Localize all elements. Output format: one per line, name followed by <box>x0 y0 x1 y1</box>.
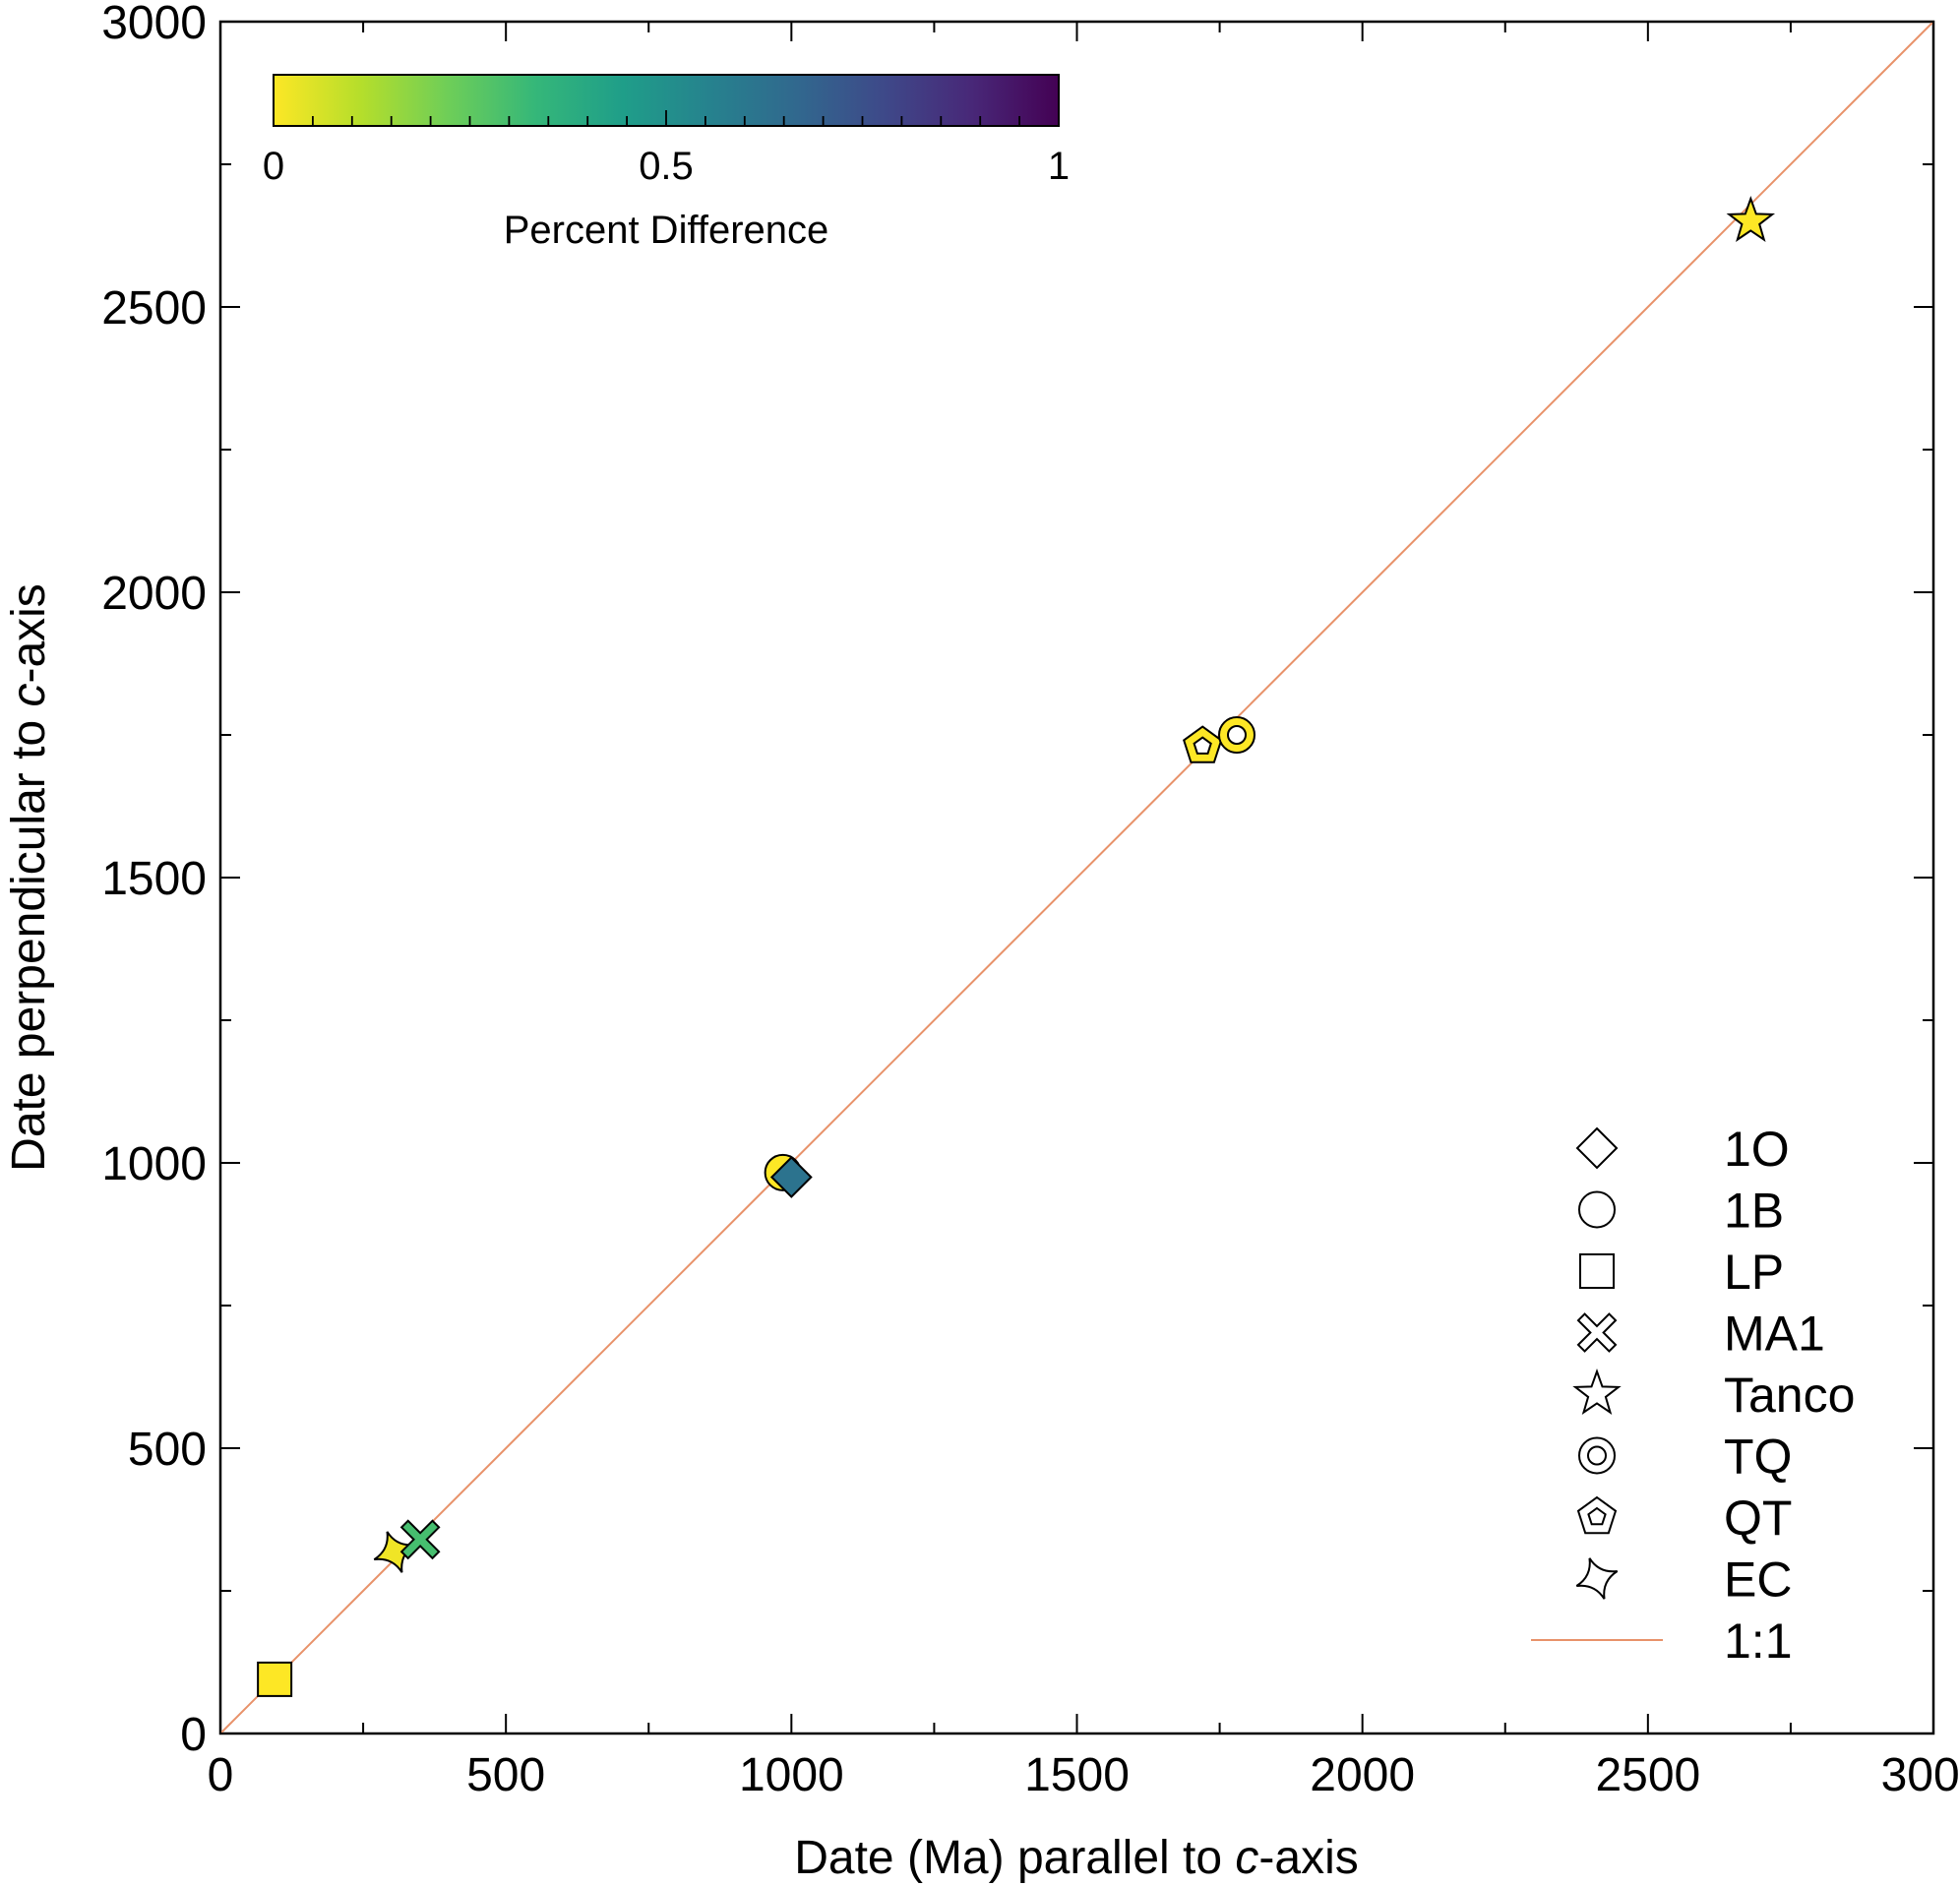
x-tick-label: 3000 <box>1881 1749 1960 1801</box>
legend-marker-tanco <box>1572 1369 1622 1415</box>
legend-marker-qt <box>1576 1495 1618 1535</box>
reference-line-layer <box>219 21 1934 1734</box>
y-tick-label: 2000 <box>101 568 207 620</box>
y-tick-label: 1000 <box>101 1138 207 1190</box>
legend-marker-1b <box>1578 1190 1616 1229</box>
x-tick-label: 500 <box>466 1749 545 1801</box>
data-point-qt <box>1183 725 1223 763</box>
x-tick-label: 1500 <box>1024 1749 1130 1801</box>
square-shape <box>257 1661 293 1697</box>
legend-label-1b: 1B <box>1724 1184 1784 1239</box>
diamond-shape <box>1575 1126 1619 1170</box>
legend-label-lp: LP <box>1724 1245 1784 1300</box>
y-axis-title: Date perpendicular to c-axis <box>3 583 55 1172</box>
y-tick-label: 1500 <box>101 853 207 905</box>
cross-shape <box>1576 1312 1618 1353</box>
axis-ticks: 0 500 1000 1500 2000 2500 3000 0 500 1000 1500 2000… <box>101 0 1960 1801</box>
circle-shape <box>1578 1190 1616 1229</box>
colorbar-title: Percent Difference <box>504 209 829 252</box>
pentagon-inner <box>1193 736 1212 755</box>
legend-label-1-1: 1:1 <box>1724 1613 1793 1669</box>
colorbar-ticks <box>273 110 1060 126</box>
colorbar-tick-label: 1 <box>1048 145 1070 188</box>
legend: 1O 1B LP MA1 Tanco TQ QT EC1:1 <box>1531 1122 1855 1669</box>
star-shape <box>1572 1369 1622 1415</box>
data-point-ec <box>373 1531 416 1573</box>
legend-marker-lp <box>1579 1253 1615 1289</box>
data-points <box>257 196 1776 1697</box>
x-tick-label: 2500 <box>1595 1749 1700 1801</box>
legend-label-ma1: MA1 <box>1724 1307 1825 1362</box>
pentagon-inner <box>1587 1506 1607 1526</box>
cross-shape <box>399 1519 441 1560</box>
legend-marker-ec <box>1575 1557 1619 1600</box>
legend-marker-ma1 <box>1576 1312 1618 1353</box>
legend-marker-tq <box>1578 1436 1616 1475</box>
x-tick-label: 0 <box>208 1749 234 1801</box>
data-point-tq <box>1217 716 1256 754</box>
data-point-1o <box>769 1156 813 1198</box>
legend-marker-1o <box>1575 1126 1619 1170</box>
x-axis-title: Date (Ma) parallel to c-axis <box>794 1832 1359 1884</box>
legend-label-tanco: Tanco <box>1724 1368 1855 1423</box>
y-tick-label: 3000 <box>101 0 207 49</box>
colorbar: 0 0.5 1 Percent Difference <box>263 74 1070 252</box>
legend-label-1o: 1O <box>1724 1122 1790 1177</box>
star-shape <box>1726 196 1776 242</box>
colorbar-tick-label: 0 <box>263 145 284 188</box>
data-point-lp <box>257 1661 293 1697</box>
square-shape <box>1579 1253 1615 1289</box>
y-tick-label: 500 <box>128 1424 207 1476</box>
concave-star-shape <box>373 1531 416 1573</box>
colorbar-tick-label: 0.5 <box>639 145 694 188</box>
reference-line-1-1 <box>219 21 1934 1734</box>
bullseye-inner <box>1587 1445 1607 1466</box>
data-point-tanco <box>1726 196 1776 242</box>
y-tick-label: 0 <box>180 1709 207 1761</box>
x-tick-label: 1000 <box>739 1749 844 1801</box>
bullseye-inner <box>1226 725 1247 745</box>
data-point-ma1 <box>399 1519 441 1560</box>
legend-label-tq: TQ <box>1724 1430 1792 1485</box>
concave-star-shape <box>1575 1557 1619 1600</box>
x-tick-label: 2000 <box>1310 1749 1415 1801</box>
legend-label-qt: QT <box>1724 1491 1792 1546</box>
legend-label-ec: EC <box>1724 1552 1792 1608</box>
diamond-shape <box>769 1156 813 1198</box>
y-tick-label: 2500 <box>101 282 207 335</box>
